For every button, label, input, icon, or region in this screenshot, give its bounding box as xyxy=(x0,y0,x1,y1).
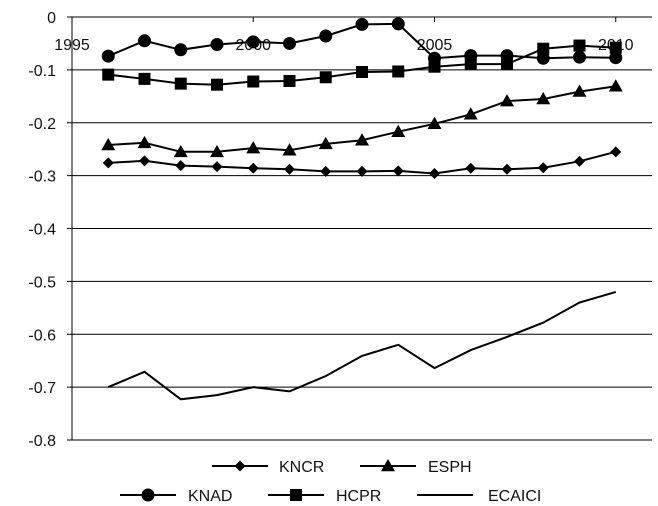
data-point xyxy=(610,146,622,158)
x-tick-label: 1995 xyxy=(54,37,90,54)
series-line xyxy=(107,290,617,401)
data-point xyxy=(138,34,151,48)
data-point xyxy=(463,107,478,120)
data-point xyxy=(247,75,260,88)
legend-label: ESPH xyxy=(428,459,472,476)
data-point xyxy=(102,68,115,81)
series-kncr xyxy=(102,146,622,180)
y-tick-label: -0.1 xyxy=(28,63,56,80)
y-tick-label: -0.8 xyxy=(28,433,56,450)
series-esph xyxy=(101,79,623,158)
y-tick-label: -0.2 xyxy=(28,116,56,133)
data-point xyxy=(101,49,115,63)
y-tick-label: -0.7 xyxy=(28,380,56,397)
data-point xyxy=(247,162,259,174)
data-point xyxy=(356,65,368,78)
data-point xyxy=(500,94,514,107)
data-point xyxy=(211,78,223,91)
legend-item-ecaici: ECAICI xyxy=(417,488,541,505)
y-tick-label: -0.6 xyxy=(28,327,56,344)
data-point xyxy=(210,144,224,158)
y-tick-label: 0 xyxy=(47,10,56,27)
data-point xyxy=(428,60,441,73)
data-point xyxy=(356,165,368,177)
data-point xyxy=(320,165,332,177)
legend-item-hcpr: HCPR xyxy=(268,488,381,505)
legend-item-esph: ESPH xyxy=(360,459,472,476)
data-point xyxy=(283,74,296,87)
data-point xyxy=(138,72,151,85)
data-point xyxy=(319,29,333,43)
legend-label: KNAD xyxy=(188,488,232,505)
data-point xyxy=(536,51,550,65)
data-point xyxy=(210,37,224,51)
data-point xyxy=(284,163,295,175)
data-point xyxy=(174,77,187,90)
data-point xyxy=(318,136,333,150)
series-hcpr xyxy=(102,39,622,91)
data-point xyxy=(391,17,405,31)
data-point xyxy=(572,84,587,97)
series-ecaici xyxy=(107,290,617,401)
data-point xyxy=(427,116,442,130)
data-point xyxy=(355,133,369,146)
legend-marker-square xyxy=(290,489,302,501)
data-point xyxy=(608,79,623,92)
y-tick-label: -0.5 xyxy=(28,274,56,291)
y-tick-label: -0.4 xyxy=(28,222,56,239)
data-point xyxy=(573,39,586,52)
data-point xyxy=(501,163,513,175)
data-point xyxy=(501,58,513,71)
data-point xyxy=(536,91,551,105)
data-point xyxy=(246,35,260,49)
data-point xyxy=(465,162,477,174)
data-point xyxy=(211,161,223,173)
data-point xyxy=(173,144,188,158)
data-point xyxy=(609,51,623,65)
legend-label: HCPR xyxy=(336,488,381,505)
data-point xyxy=(573,50,586,64)
data-point xyxy=(175,160,187,172)
legend: KNCR ESPH KNAD HCPR ECAICI xyxy=(120,459,541,505)
legend-label: ECAICI xyxy=(488,488,541,505)
legend-item-kncr: KNCR xyxy=(212,459,324,476)
legend-marker-diamond xyxy=(234,460,246,472)
data-point xyxy=(392,165,404,177)
plot-series xyxy=(101,17,623,401)
data-point xyxy=(609,41,622,54)
data-point xyxy=(174,43,188,57)
data-point xyxy=(464,58,477,71)
data-point xyxy=(282,143,297,156)
data-point xyxy=(319,71,332,84)
data-point xyxy=(574,155,585,167)
legend-marker-circle xyxy=(141,488,155,502)
legend-marker-triangle xyxy=(381,459,395,472)
legend-label: KNCR xyxy=(279,459,324,476)
data-point xyxy=(537,162,549,174)
data-point xyxy=(537,42,550,55)
data-point xyxy=(101,137,116,151)
data-point xyxy=(355,17,369,31)
data-point xyxy=(392,65,405,78)
data-point xyxy=(283,36,296,50)
data-point xyxy=(429,168,440,180)
data-point xyxy=(391,124,406,137)
y-tick-label: -0.3 xyxy=(28,169,56,186)
series-knad xyxy=(101,17,623,65)
legend-item-knad: KNAD xyxy=(120,488,232,505)
data-point xyxy=(102,157,114,169)
data-point xyxy=(139,155,150,167)
data-point xyxy=(246,141,261,154)
gridlines xyxy=(72,16,652,441)
data-point xyxy=(137,135,152,149)
